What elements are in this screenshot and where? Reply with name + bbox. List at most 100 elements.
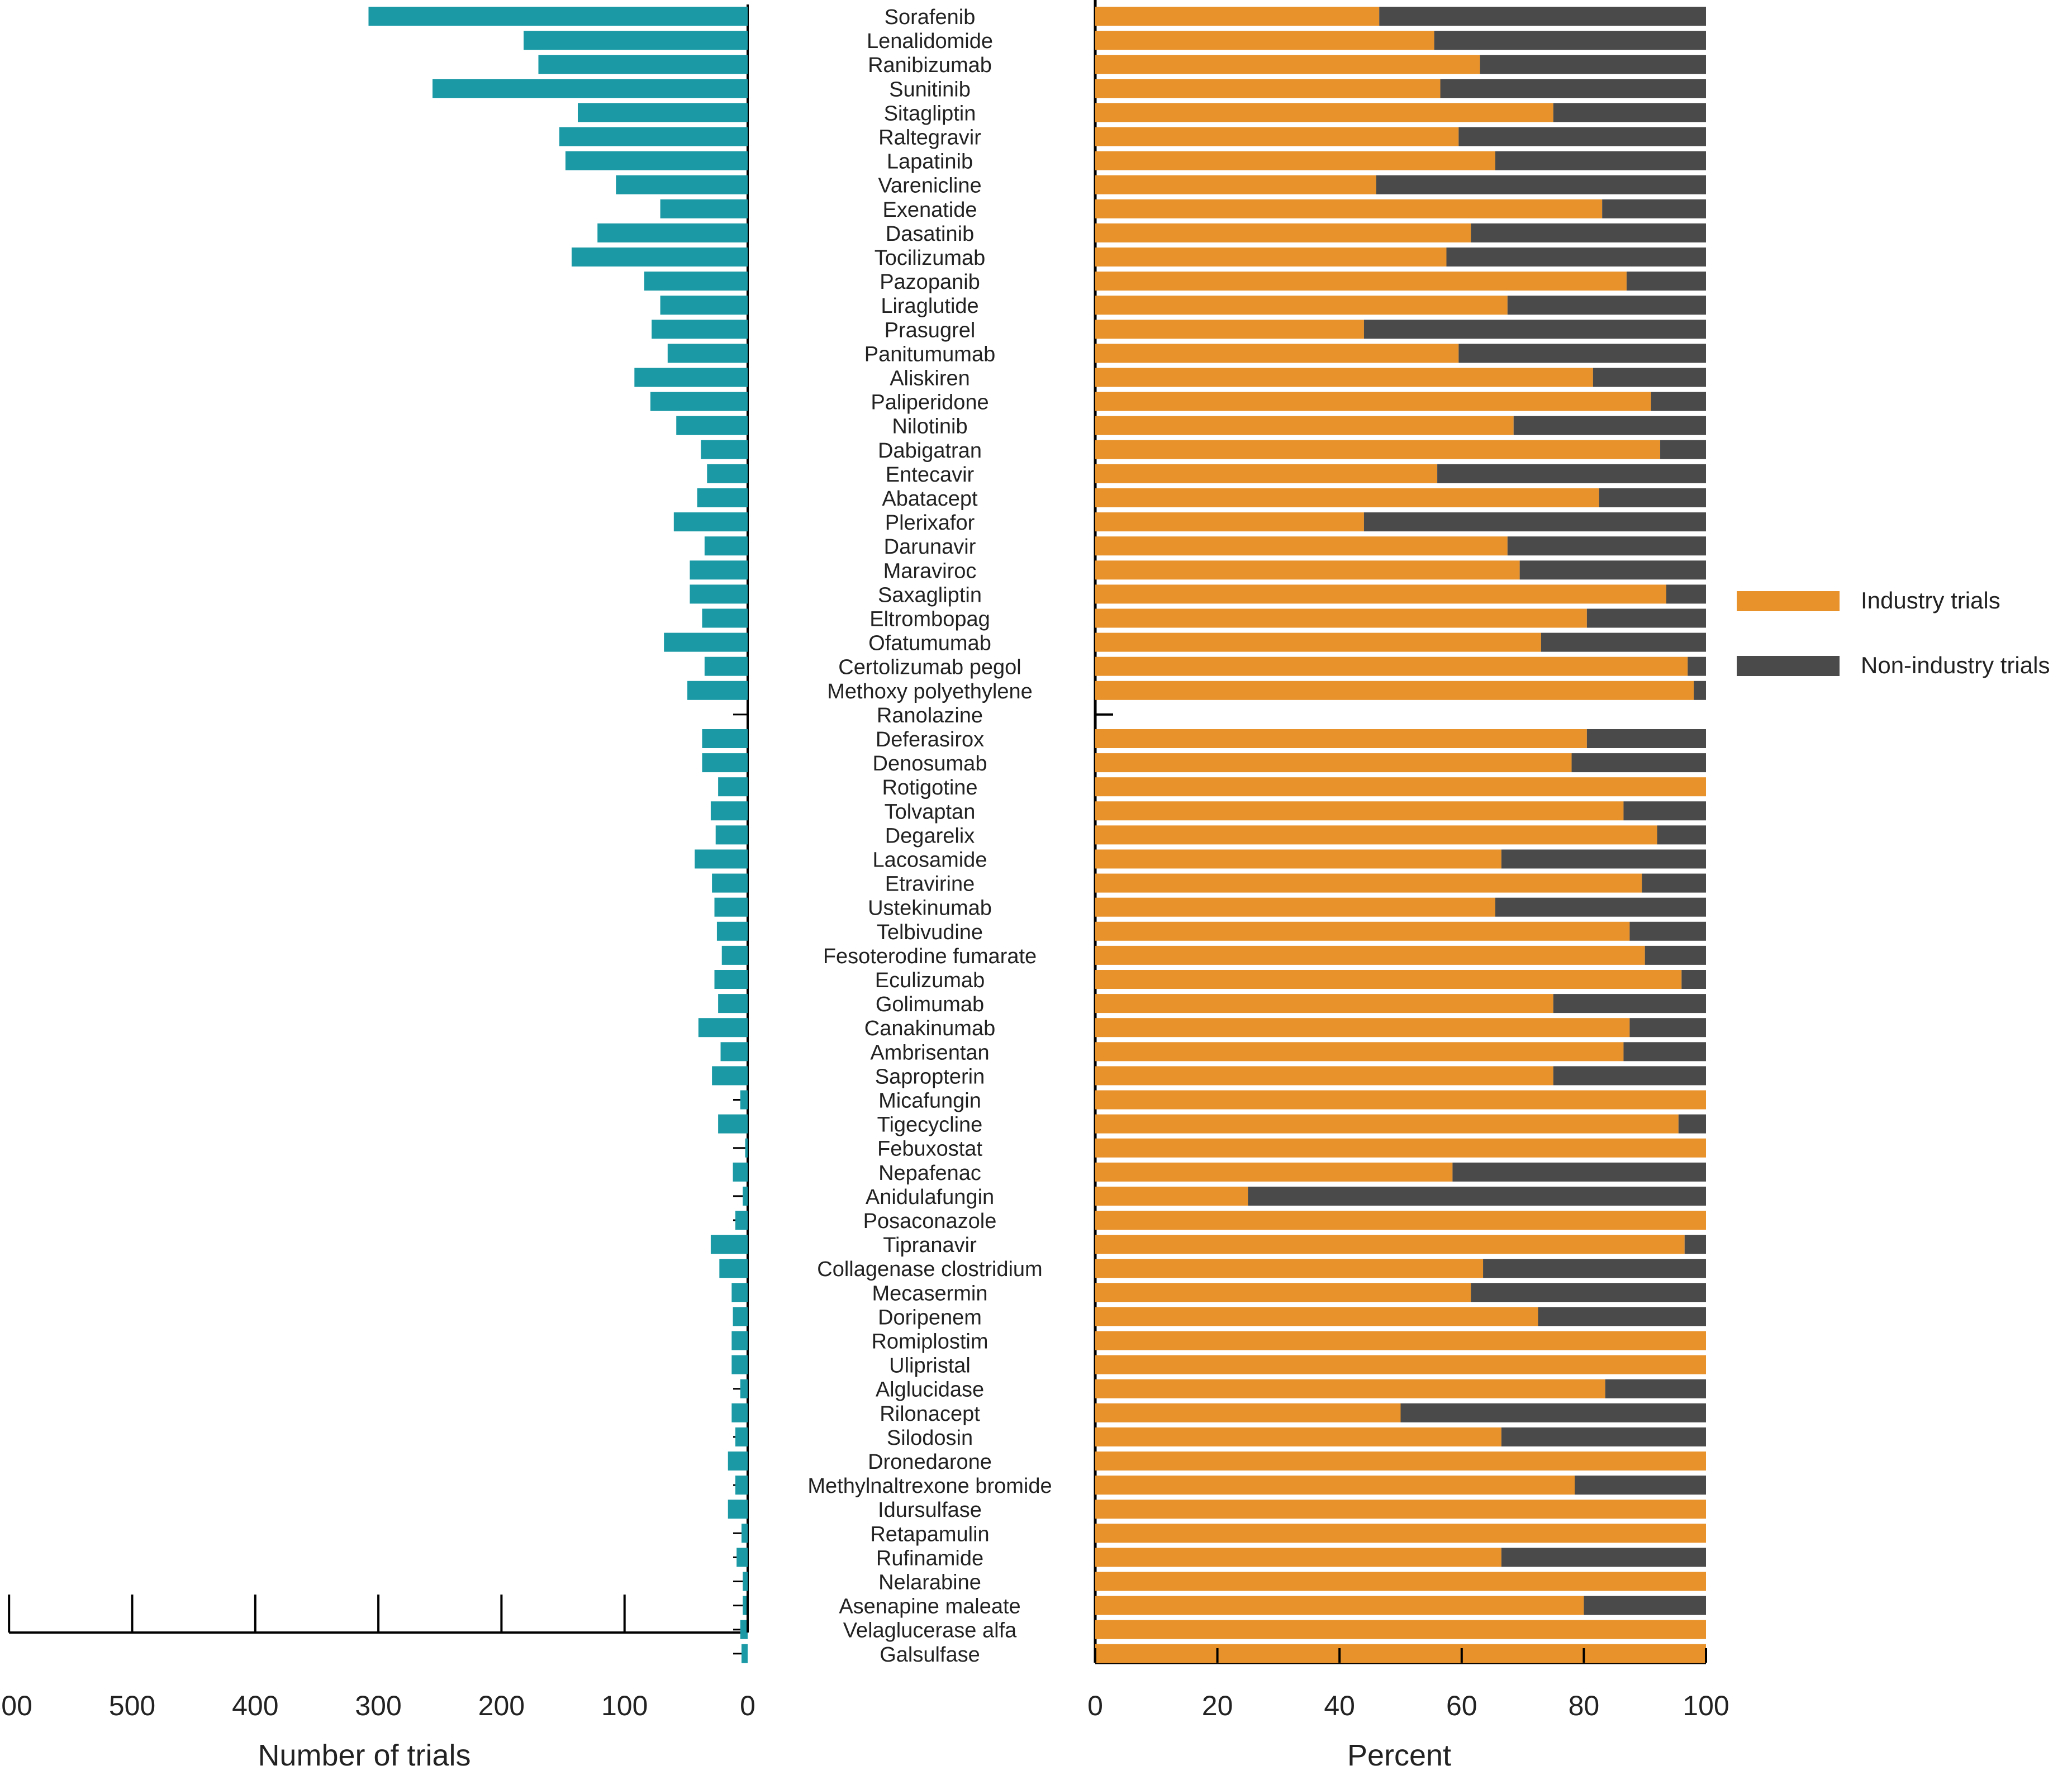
drug-label-micafungin: Micafungin <box>878 1089 981 1113</box>
drug-label-ustekinumab: Ustekinumab <box>868 897 992 920</box>
trials-bar-certolizumab-pegol <box>704 656 748 676</box>
nonindustry-bar-fesoterodine-fumarate <box>1645 945 1706 965</box>
industry-bar-nelarabine <box>1095 1572 1706 1591</box>
nonindustry-bar-sorafenib <box>1379 7 1706 26</box>
drug-label-golimumab: Golimumab <box>876 993 984 1016</box>
nonindustry-bar-tigecycline <box>1678 1114 1706 1134</box>
trials-bar-sapropterin <box>712 1066 748 1086</box>
industry-bar-varenicline <box>1095 175 1376 194</box>
nonindustry-bar-collagenase-clostridium <box>1483 1259 1706 1278</box>
legend-swatch-industry <box>1737 591 1840 611</box>
drug-label-ofatumumab: Ofatumumab <box>868 632 991 655</box>
drug-label-doripenem: Doripenem <box>878 1306 982 1329</box>
drug-label-aliskiren: Aliskiren <box>890 367 970 391</box>
drug-label-ambrisentan: Ambrisentan <box>870 1041 989 1064</box>
industry-bar-darunavir <box>1095 536 1508 556</box>
trials-bar-eltrombopag <box>702 608 748 628</box>
drug-label-ulipristal: Ulipristal <box>889 1354 971 1378</box>
industry-bar-dabigatran <box>1095 440 1661 459</box>
industry-bar-methoxy-polyethylene <box>1095 681 1694 700</box>
industry-bar-saxagliptin <box>1095 584 1666 604</box>
drug-label-sunitinib: Sunitinib <box>889 78 971 101</box>
right-x-axis-title: Percent <box>1347 1739 1451 1772</box>
industry-bar-raltegravir <box>1095 127 1459 146</box>
drug-label-anidulafungin: Anidulafungin <box>866 1186 994 1209</box>
industry-bar-rufinamide <box>1095 1548 1501 1567</box>
industry-bar-idursulfase <box>1095 1500 1706 1519</box>
nonindustry-bar-ustekinumab <box>1495 897 1706 917</box>
nonindustry-bar-panitumumab <box>1458 344 1706 363</box>
drug-label-sorafenib: Sorafenib <box>885 6 976 29</box>
drug-label-ranolazine: Ranolazine <box>877 704 983 727</box>
trials-bar-methoxy-polyethylene <box>687 681 748 700</box>
trials-bar-tipranavir <box>710 1235 748 1254</box>
trials-bar-prasugrel <box>652 320 748 339</box>
nonindustry-bar-silodosin <box>1501 1427 1706 1446</box>
industry-bar-collagenase-clostridium <box>1095 1259 1484 1278</box>
industry-bar-rotigotine <box>1095 777 1706 797</box>
industry-bar-denosumab <box>1095 753 1572 773</box>
trials-bar-eculizumab <box>714 970 748 989</box>
industry-bar-lacosamide <box>1095 849 1501 869</box>
trials-bar-methylnaltrexone-bromide <box>735 1476 748 1495</box>
nonindustry-bar-methylnaltrexone-bromide <box>1575 1476 1706 1495</box>
drug-label-prasugrel: Prasugrel <box>885 318 976 342</box>
drug-label-lapatinib: Lapatinib <box>887 150 973 174</box>
trials-bar-darunavir <box>704 536 748 556</box>
nonindustry-bar-paliperidone <box>1651 392 1706 411</box>
industry-bar-fesoterodine-fumarate <box>1095 945 1645 965</box>
trials-count-panel: 600 500 400 300 200 100 0 <box>0 4 755 1721</box>
legend-label-industry: Industry trials <box>1861 587 2000 613</box>
drug-label-tolvaptan: Tolvaptan <box>885 800 976 824</box>
right-x-tick-label-100: 100 <box>1683 1690 1729 1721</box>
industry-bar-ambrisentan <box>1095 1042 1624 1062</box>
trials-bar-nepafenac <box>733 1162 748 1182</box>
left-x-axis-title: Number of trials <box>258 1739 471 1772</box>
trials-bar-dabigatran <box>701 440 748 459</box>
industry-bar-micafungin <box>1095 1090 1706 1110</box>
drug-label-dabigatran: Dabigatran <box>878 439 982 463</box>
trials-bar-etravirine <box>712 873 748 893</box>
drug-label-raltegravir: Raltegravir <box>878 126 981 150</box>
trials-bar-liraglutide <box>660 296 748 315</box>
drug-label-maraviroc: Maraviroc <box>883 559 977 583</box>
drug-label-collagenase-clostridium: Collagenase clostridium <box>817 1258 1042 1281</box>
nonindustry-bar-asenapine-maleate <box>1584 1596 1706 1615</box>
industry-bar-posaconazole <box>1095 1211 1706 1230</box>
industry-bar-plerixafor <box>1095 512 1364 532</box>
drug-label-varenicline: Varenicline <box>878 174 981 198</box>
nonindustry-bar-golimumab <box>1553 994 1706 1013</box>
industry-bar-romiplostim <box>1095 1331 1706 1350</box>
nonindustry-bar-liraglutide <box>1507 296 1706 315</box>
drug-label-dronedarone: Dronedarone <box>868 1450 992 1474</box>
trials-bar-exenatide <box>660 199 748 218</box>
trials-bar-telbivudine <box>716 921 748 941</box>
legend-label-nonindustry: Non-industry trials <box>1861 652 2050 678</box>
industry-bar-silodosin <box>1095 1427 1501 1446</box>
trials-bar-ambrisentan <box>720 1042 748 1062</box>
nonindustry-bar-dasatinib <box>1471 223 1706 242</box>
left-x-tick-label-0: 0 <box>740 1690 755 1721</box>
trials-bar-sunitinib <box>433 79 748 98</box>
trials-bar-fesoterodine-fumarate <box>721 945 748 965</box>
industry-bar-sorafenib <box>1095 7 1380 26</box>
legend-swatch-nonindustry <box>1737 656 1840 676</box>
industry-bar-asenapine-maleate <box>1095 1596 1584 1615</box>
drug-label-mecasermin: Mecasermin <box>872 1282 988 1305</box>
nonindustry-bar-ranibizumab <box>1480 55 1706 74</box>
trials-bar-doripenem <box>733 1307 748 1326</box>
trials-bar-collagenase-clostridium <box>719 1259 748 1278</box>
trials-bar-nilotinib <box>676 416 748 435</box>
drug-label-tipranavir: Tipranavir <box>883 1234 977 1257</box>
trials-bar-denosumab <box>702 753 748 773</box>
trials-bar-idursulfase <box>728 1500 748 1519</box>
trials-bar-ustekinumab <box>714 897 748 917</box>
industry-bar-tipranavir <box>1095 1235 1685 1254</box>
trials-bar-romiplostim <box>731 1331 748 1350</box>
drug-label-sapropterin: Sapropterin <box>875 1065 985 1088</box>
drug-label-liraglutide: Liraglutide <box>881 294 978 318</box>
industry-bar-mecasermin <box>1095 1283 1471 1302</box>
industry-bar-degarelix <box>1095 825 1657 845</box>
industry-bar-abatacept <box>1095 488 1599 507</box>
